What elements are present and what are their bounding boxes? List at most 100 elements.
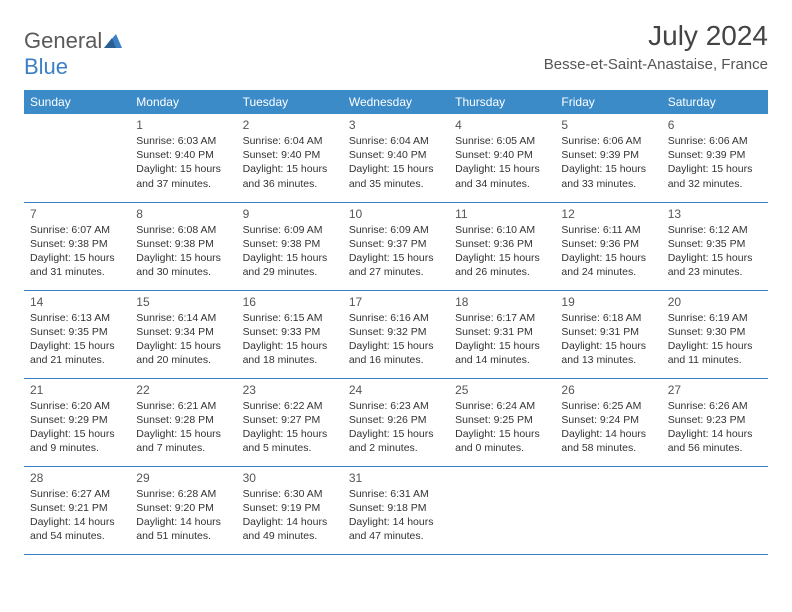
logo-text-gray: General bbox=[24, 28, 102, 53]
day-number: 10 bbox=[349, 207, 443, 221]
day-info: Sunrise: 6:30 AMSunset: 9:19 PMDaylight:… bbox=[243, 487, 337, 544]
logo-text-blue: Blue bbox=[24, 54, 68, 79]
day-info: Sunrise: 6:06 AMSunset: 9:39 PMDaylight:… bbox=[668, 134, 762, 191]
day-info: Sunrise: 6:16 AMSunset: 9:32 PMDaylight:… bbox=[349, 311, 443, 368]
calendar-day-cell: 23Sunrise: 6:22 AMSunset: 9:27 PMDayligh… bbox=[237, 378, 343, 466]
day-info: Sunrise: 6:14 AMSunset: 9:34 PMDaylight:… bbox=[136, 311, 230, 368]
day-number: 17 bbox=[349, 295, 443, 309]
day-number: 30 bbox=[243, 471, 337, 485]
day-info: Sunrise: 6:24 AMSunset: 9:25 PMDaylight:… bbox=[455, 399, 549, 456]
day-info: Sunrise: 6:11 AMSunset: 9:36 PMDaylight:… bbox=[561, 223, 655, 280]
calendar-day-cell: 2Sunrise: 6:04 AMSunset: 9:40 PMDaylight… bbox=[237, 114, 343, 202]
calendar-day-cell bbox=[662, 466, 768, 554]
day-number: 6 bbox=[668, 118, 762, 132]
day-number: 1 bbox=[136, 118, 230, 132]
calendar-day-cell: 7 Sunrise: 6:07 AMSunset: 9:38 PMDaylight… bbox=[24, 202, 130, 290]
calendar-week-row: 21 Sunrise: 6:20 AMSunset: 9:29 PMDayligh… bbox=[24, 378, 768, 466]
day-number: 8 bbox=[136, 207, 230, 221]
calendar-day-cell: 19Sunrise: 6:18 AMSunset: 9:31 PMDayligh… bbox=[555, 290, 661, 378]
day-info: Sunrise: 6:31 AMSunset: 9:18 PMDaylight:… bbox=[349, 487, 443, 544]
calendar-day-cell: 20Sunrise: 6:19 AMSunset: 9:30 PMDayligh… bbox=[662, 290, 768, 378]
day-number: 24 bbox=[349, 383, 443, 397]
month-year: July 2024 bbox=[544, 20, 768, 52]
day-info: Sunrise: 6:13 AMSunset: 9:35 PMDaylight:… bbox=[30, 311, 124, 368]
calendar-day-cell: 26 Sunrise: 6:25 AMSunset: 9:24 PMDayligh… bbox=[555, 378, 661, 466]
calendar-day-cell: 16 Sunrise: 6:15 AMSunset: 9:33 PMDayligh… bbox=[237, 290, 343, 378]
calendar-day-cell: 8 Sunrise: 6:08 AMSunset: 9:38 PMDaylight… bbox=[130, 202, 236, 290]
day-info: Sunrise: 6:27 AMSunset: 9:21 PMDaylight:… bbox=[30, 487, 124, 544]
calendar-day-cell bbox=[449, 466, 555, 554]
day-number: 25 bbox=[455, 383, 549, 397]
day-number: 9 bbox=[243, 207, 337, 221]
calendar-table: SundayMondayTuesdayWednesdayThursdayFrid… bbox=[24, 90, 768, 555]
day-number: 3 bbox=[349, 118, 443, 132]
calendar-day-cell: 21 Sunrise: 6:20 AMSunset: 9:29 PMDayligh… bbox=[24, 378, 130, 466]
day-header: Saturday bbox=[662, 90, 768, 114]
day-number: 31 bbox=[349, 471, 443, 485]
day-info: Sunrise: 6:03 AMSunset: 9:40 PMDaylight:… bbox=[136, 134, 230, 191]
day-info: Sunrise: 6:10 AMSunset: 9:36 PMDaylight:… bbox=[455, 223, 549, 280]
day-info: Sunrise: 6:09 AMSunset: 9:37 PMDaylight:… bbox=[349, 223, 443, 280]
day-info: Sunrise: 6:04 AMSunset: 9:40 PMDaylight:… bbox=[349, 134, 443, 191]
calendar-day-cell: 15 Sunrise: 6:14 AMSunset: 9:34 PMDayligh… bbox=[130, 290, 236, 378]
calendar-day-cell bbox=[24, 114, 130, 202]
calendar-body: 1 Sunrise: 6:03 AMSunset: 9:40 PMDaylight… bbox=[24, 114, 768, 554]
calendar-day-cell: 24Sunrise: 6:23 AMSunset: 9:26 PMDayligh… bbox=[343, 378, 449, 466]
day-info: Sunrise: 6:06 AMSunset: 9:39 PMDaylight:… bbox=[561, 134, 655, 191]
calendar-day-cell: 29Sunrise: 6:28 AMSunset: 9:20 PMDayligh… bbox=[130, 466, 236, 554]
calendar-week-row: 28 Sunrise: 6:27 AMSunset: 9:21 PMDayligh… bbox=[24, 466, 768, 554]
calendar-day-cell: 6 Sunrise: 6:06 AMSunset: 9:39 PMDaylight… bbox=[662, 114, 768, 202]
calendar-day-cell: 28 Sunrise: 6:27 AMSunset: 9:21 PMDayligh… bbox=[24, 466, 130, 554]
calendar-day-cell: 22 Sunrise: 6:21 AMSunset: 9:28 PMDayligh… bbox=[130, 378, 236, 466]
day-number: 22 bbox=[136, 383, 230, 397]
day-header: Wednesday bbox=[343, 90, 449, 114]
day-info: Sunrise: 6:26 AMSunset: 9:23 PMDaylight:… bbox=[668, 399, 762, 456]
calendar-day-cell: 12Sunrise: 6:11 AMSunset: 9:36 PMDayligh… bbox=[555, 202, 661, 290]
location: Besse-et-Saint-Anastaise, France bbox=[544, 56, 768, 73]
day-info: Sunrise: 6:04 AMSunset: 9:40 PMDaylight:… bbox=[243, 134, 337, 191]
day-number: 18 bbox=[455, 295, 549, 309]
day-header: Friday bbox=[555, 90, 661, 114]
day-number: 16 bbox=[243, 295, 337, 309]
day-number: 4 bbox=[455, 118, 549, 132]
calendar-week-row: 7 Sunrise: 6:07 AMSunset: 9:38 PMDaylight… bbox=[24, 202, 768, 290]
day-info: Sunrise: 6:05 AMSunset: 9:40 PMDaylight:… bbox=[455, 134, 549, 191]
calendar-day-cell: 14 Sunrise: 6:13 AMSunset: 9:35 PMDayligh… bbox=[24, 290, 130, 378]
day-info: Sunrise: 6:08 AMSunset: 9:38 PMDaylight:… bbox=[136, 223, 230, 280]
day-info: Sunrise: 6:09 AMSunset: 9:38 PMDaylight:… bbox=[243, 223, 337, 280]
logo: GeneralBlue bbox=[24, 28, 122, 80]
day-info: Sunrise: 6:20 AMSunset: 9:29 PMDaylight:… bbox=[30, 399, 124, 456]
calendar-day-cell: 9 Sunrise: 6:09 AMSunset: 9:38 PMDaylight… bbox=[237, 202, 343, 290]
day-info: Sunrise: 6:17 AMSunset: 9:31 PMDaylight:… bbox=[455, 311, 549, 368]
calendar-day-cell: 18 Sunrise: 6:17 AMSunset: 9:31 PMDayligh… bbox=[449, 290, 555, 378]
header: GeneralBlue July 2024 Besse-et-Saint-Ana… bbox=[24, 20, 768, 80]
calendar-day-cell: 10 Sunrise: 6:09 AMSunset: 9:37 PMDayligh… bbox=[343, 202, 449, 290]
day-info: Sunrise: 6:28 AMSunset: 9:20 PMDaylight:… bbox=[136, 487, 230, 544]
calendar-week-row: 14 Sunrise: 6:13 AMSunset: 9:35 PMDayligh… bbox=[24, 290, 768, 378]
calendar-day-cell: 1 Sunrise: 6:03 AMSunset: 9:40 PMDaylight… bbox=[130, 114, 236, 202]
calendar-day-cell: 3 Sunrise: 6:04 AMSunset: 9:40 PMDaylight… bbox=[343, 114, 449, 202]
day-number: 14 bbox=[30, 295, 124, 309]
day-number: 28 bbox=[30, 471, 124, 485]
day-number: 11 bbox=[455, 207, 549, 221]
day-number: 21 bbox=[30, 383, 124, 397]
day-info: Sunrise: 6:15 AMSunset: 9:33 PMDaylight:… bbox=[243, 311, 337, 368]
calendar-day-cell: 11 Sunrise: 6:10 AMSunset: 9:36 PMDayligh… bbox=[449, 202, 555, 290]
day-info: Sunrise: 6:25 AMSunset: 9:24 PMDaylight:… bbox=[561, 399, 655, 456]
title-block: July 2024 Besse-et-Saint-Anastaise, Fran… bbox=[544, 20, 768, 73]
calendar-header-row: SundayMondayTuesdayWednesdayThursdayFrid… bbox=[24, 90, 768, 114]
day-header: Monday bbox=[130, 90, 236, 114]
day-number: 7 bbox=[30, 207, 124, 221]
calendar-day-cell: 5Sunrise: 6:06 AMSunset: 9:39 PMDaylight… bbox=[555, 114, 661, 202]
day-info: Sunrise: 6:12 AMSunset: 9:35 PMDaylight:… bbox=[668, 223, 762, 280]
calendar-day-cell: 30 Sunrise: 6:30 AMSunset: 9:19 PMDayligh… bbox=[237, 466, 343, 554]
day-number: 26 bbox=[561, 383, 655, 397]
calendar-day-cell: 25 Sunrise: 6:24 AMSunset: 9:25 PMDayligh… bbox=[449, 378, 555, 466]
day-info: Sunrise: 6:07 AMSunset: 9:38 PMDaylight:… bbox=[30, 223, 124, 280]
calendar-day-cell: 17 Sunrise: 6:16 AMSunset: 9:32 PMDayligh… bbox=[343, 290, 449, 378]
day-number: 15 bbox=[136, 295, 230, 309]
day-info: Sunrise: 6:21 AMSunset: 9:28 PMDaylight:… bbox=[136, 399, 230, 456]
calendar-day-cell bbox=[555, 466, 661, 554]
calendar-week-row: 1 Sunrise: 6:03 AMSunset: 9:40 PMDaylight… bbox=[24, 114, 768, 202]
calendar-day-cell: 13Sunrise: 6:12 AMSunset: 9:35 PMDayligh… bbox=[662, 202, 768, 290]
